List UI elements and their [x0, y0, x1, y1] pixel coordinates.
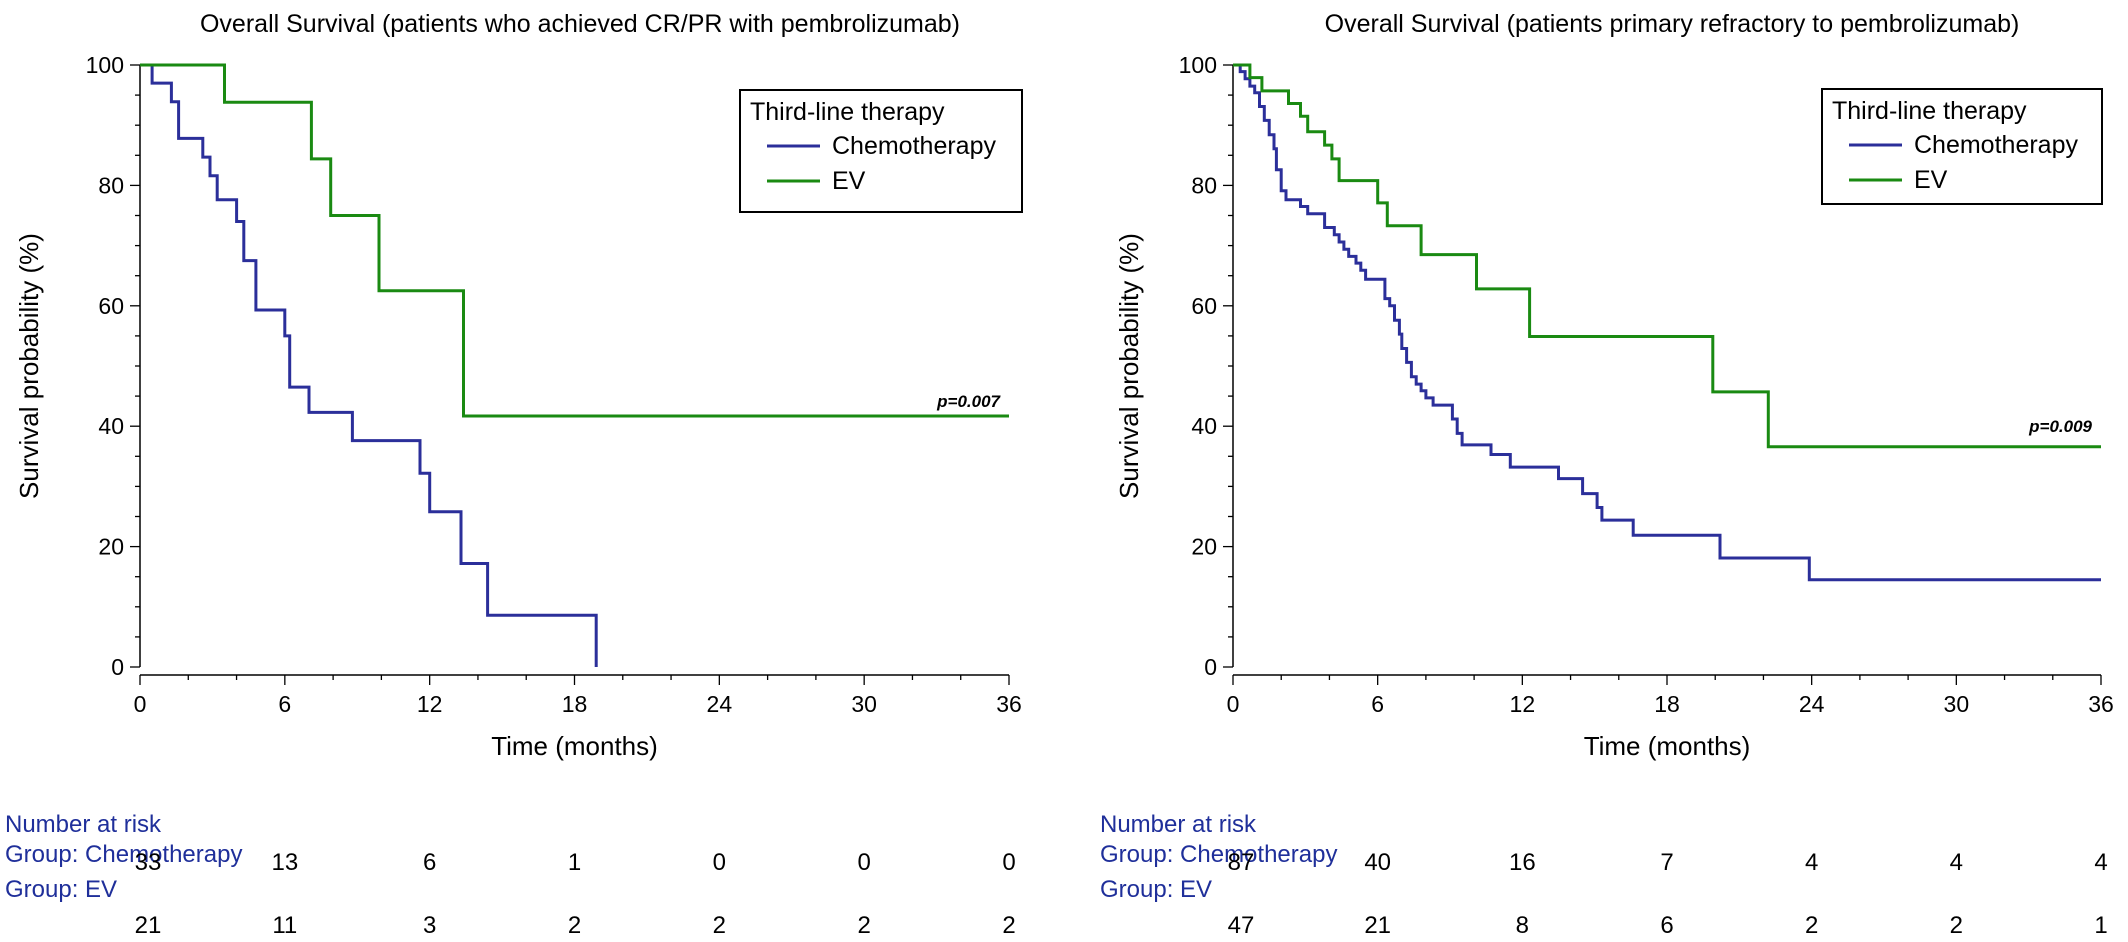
chart-title: Overall Survival (patients primary refra…: [1325, 10, 2020, 38]
legend-box: [739, 89, 1023, 213]
legend-title: Third-line therapy: [750, 98, 945, 126]
y-tick-label: 100: [86, 52, 124, 78]
risk-group-label-chemotherapy: Group: Chemotherapy: [1100, 841, 1337, 868]
risk-count: 47: [1228, 912, 1255, 939]
x-tick-label: 36: [996, 691, 1022, 717]
risk-count: 13: [271, 849, 298, 876]
x-axis-label: Time (months): [1584, 731, 1751, 761]
x-tick-label: 12: [1510, 691, 1536, 717]
x-tick-label: 6: [278, 691, 291, 717]
chart-title: Overall Survival (patients who achieved …: [200, 10, 960, 38]
y-tick-label: 20: [98, 534, 124, 560]
x-tick-label: 12: [417, 691, 443, 717]
risk-count: 7: [1660, 849, 1673, 876]
y-tick-label: 40: [98, 413, 124, 439]
risk-count: 1: [2094, 912, 2107, 939]
risk-count: 1: [568, 849, 581, 876]
risk-count: 40: [1364, 849, 1391, 876]
legend: Third-line therapy Chemotherapy EV: [739, 89, 1023, 213]
risk-count: 11: [272, 912, 297, 939]
y-tick-label: 20: [1191, 534, 1217, 560]
x-tick-label: 6: [1371, 691, 1384, 717]
risk-count: 21: [1364, 912, 1391, 939]
risk-count: 4: [2094, 849, 2107, 876]
risk-count: 2: [1002, 912, 1015, 939]
x-tick-label: 24: [1799, 691, 1825, 717]
y-tick-label: 0: [1204, 654, 1217, 680]
p-value-annotation: p=0.009: [2028, 417, 2092, 436]
legend-entry-ev: EV: [1914, 166, 1948, 194]
series-line-ev: [1233, 63, 2101, 449]
x-tick-label: 24: [707, 691, 733, 717]
risk-count: 4: [1805, 849, 1818, 876]
risk-count: 2: [713, 912, 726, 939]
risk-count: 0: [713, 849, 726, 876]
x-tick-label: 36: [2088, 691, 2114, 717]
x-tick-label: 18: [1654, 691, 1680, 717]
series-line-chemotherapy: [1233, 63, 2101, 582]
x-axis-label: Time (months): [491, 731, 658, 761]
p-value-annotation: p=0.007: [936, 392, 1001, 411]
risk-count: 21: [135, 912, 162, 939]
risk-count: 0: [857, 849, 870, 876]
legend-entry-ev: EV: [832, 167, 866, 195]
x-tick-label: 30: [1944, 691, 1970, 717]
risk-count: 3: [423, 912, 436, 939]
y-axis-label: Survival probability (%): [14, 233, 44, 499]
legend-entry-chemotherapy: Chemotherapy: [1914, 131, 2078, 159]
series-line-ev: [140, 63, 1009, 418]
legend: Third-line therapy Chemotherapy EV: [1821, 88, 2103, 205]
risk-count: 6: [423, 849, 436, 876]
risk-count: 2: [568, 912, 581, 939]
y-tick-label: 60: [1191, 293, 1217, 319]
legend-entry-chemotherapy: Chemotherapy: [832, 132, 996, 160]
series-line-chemotherapy: [140, 63, 598, 667]
y-tick-label: 40: [1191, 413, 1217, 439]
risk-count: 2: [857, 912, 870, 939]
x-tick-label: 30: [851, 691, 877, 717]
risk-count: 33: [135, 849, 162, 876]
risk-count: 0: [1002, 849, 1015, 876]
y-tick-label: 80: [1191, 172, 1217, 198]
risk-group-label-chemotherapy: Group: Chemotherapy: [5, 841, 242, 868]
risk-table-header: Number at risk: [5, 811, 162, 838]
risk-count: 87: [1228, 849, 1255, 876]
y-tick-label: 100: [1179, 52, 1217, 78]
y-axis-label: Survival probability (%): [1114, 233, 1144, 499]
y-tick-label: 80: [98, 172, 124, 198]
risk-count: 6: [1660, 912, 1673, 939]
y-tick-label: 0: [111, 654, 124, 680]
y-tick-label: 60: [98, 293, 124, 319]
risk-count: 2: [1950, 912, 1963, 939]
risk-count: 8: [1516, 912, 1529, 939]
risk-group-label-ev: Group: EV: [5, 876, 117, 903]
risk-count: 2: [1805, 912, 1818, 939]
km-chart-panel-2: Overall Survival (patients primary refra…: [1100, 10, 2114, 939]
x-tick-label: 0: [1227, 691, 1240, 717]
x-tick-label: 0: [134, 691, 147, 717]
x-tick-label: 18: [562, 691, 588, 717]
legend-title: Third-line therapy: [1832, 97, 2027, 125]
risk-group-label-ev: Group: EV: [1100, 876, 1212, 903]
risk-count: 16: [1509, 849, 1536, 876]
km-chart-panel-1: Overall Survival (patients who achieved …: [5, 10, 1023, 939]
risk-table-header: Number at risk: [1100, 811, 1257, 838]
risk-count: 4: [1950, 849, 1963, 876]
